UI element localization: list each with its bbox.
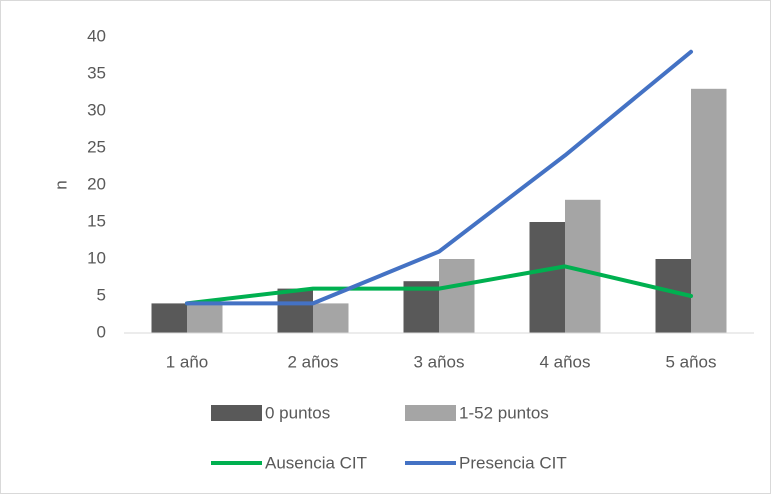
- bar: [313, 303, 349, 333]
- x-tick-label: 3 años: [413, 352, 464, 371]
- bar: [529, 222, 565, 333]
- legend-label: 1-52 puntos: [459, 403, 549, 422]
- bar: [691, 88, 727, 333]
- y-tick-label: 20: [87, 174, 106, 193]
- legend-swatch: [211, 405, 262, 421]
- line-series: [185, 264, 693, 306]
- line-series: [185, 49, 693, 306]
- y-tick-label: 0: [97, 322, 106, 341]
- y-tick-label: 25: [87, 137, 106, 156]
- y-tick-label: 5: [97, 285, 106, 304]
- y-tick-label: 35: [87, 63, 106, 82]
- x-tick-label: 1 año: [166, 352, 209, 371]
- y-axis-label: n: [51, 180, 70, 189]
- y-tick-label: 40: [87, 26, 106, 45]
- bar: [439, 259, 475, 333]
- x-tick-label: 2 años: [287, 352, 338, 371]
- x-tick-label: 4 años: [539, 352, 590, 371]
- bar: [151, 303, 187, 333]
- y-tick-label: 10: [87, 248, 106, 267]
- legend-label: Presencia CIT: [459, 453, 567, 472]
- y-tick-label: 30: [87, 100, 106, 119]
- y-tick-label: 15: [87, 211, 106, 230]
- bar: [277, 288, 313, 333]
- bar: [187, 303, 223, 333]
- legend-swatch: [405, 405, 456, 421]
- x-tick-label: 5 años: [665, 352, 716, 371]
- legend-label: Ausencia CIT: [265, 453, 367, 472]
- legend-label: 0 puntos: [265, 403, 330, 422]
